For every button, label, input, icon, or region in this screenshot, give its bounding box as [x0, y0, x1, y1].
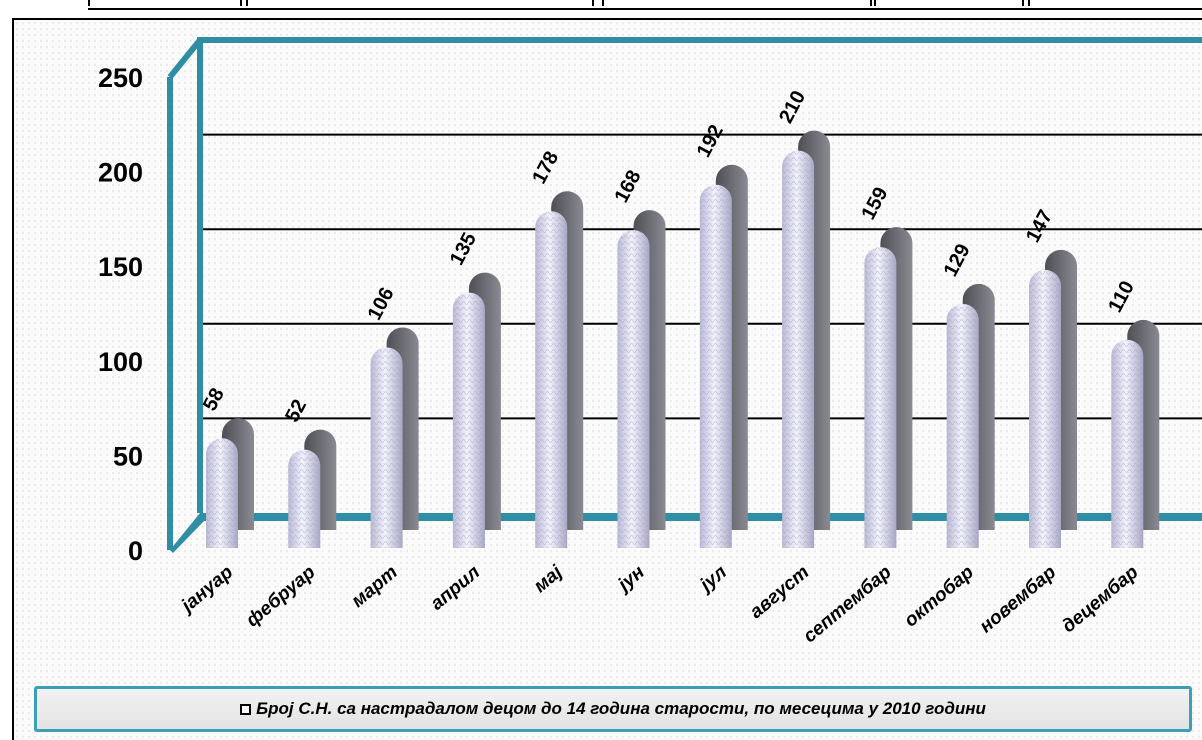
- top-table-strip: [88, 0, 1202, 10]
- legend-swatch: [240, 703, 252, 715]
- data-label-4: 178: [528, 148, 563, 188]
- bar-texture-10: [1029, 269, 1061, 548]
- x-tick-label-6: јул: [694, 562, 731, 598]
- bar-texture-7: [782, 150, 815, 548]
- x-tick-label-7: август: [746, 562, 813, 623]
- bar-texture-6: [699, 184, 732, 548]
- data-label-9: 129: [940, 240, 975, 280]
- data-label-11: 110: [1104, 277, 1139, 316]
- data-label-3: 135: [446, 229, 481, 269]
- x-tick-label-8: септембар: [799, 562, 895, 647]
- y-tick-label-50: 50: [113, 441, 143, 471]
- data-label-5: 168: [610, 167, 645, 207]
- y-tick-label-250: 250: [98, 63, 143, 93]
- bar-texture-4: [535, 211, 568, 548]
- x-tick-label-2: март: [348, 562, 402, 612]
- floor-edge: [170, 513, 1202, 553]
- data-label-0: 58: [199, 385, 229, 415]
- bar-texture-3: [452, 292, 485, 548]
- y-tick-label-100: 100: [98, 347, 143, 377]
- bar-texture-5: [617, 230, 650, 549]
- data-label-2: 106: [364, 284, 399, 324]
- data-label-10: 147: [1022, 206, 1057, 246]
- x-tick-label-5: јун: [612, 561, 649, 597]
- bar-texture-0: [206, 438, 238, 548]
- x-tick-label-3: април: [427, 562, 484, 615]
- data-label-1: 52: [281, 396, 311, 426]
- bar-texture-8: [864, 247, 897, 548]
- data-label-6: 192: [693, 121, 728, 161]
- bar-texture-11: [1111, 339, 1144, 548]
- x-tick-label-11: децембар: [1058, 562, 1142, 637]
- chart-frame: [12, 18, 1202, 740]
- legend: Број С.Н. са настрадалом децом до 14 год…: [34, 686, 1192, 732]
- x-tick-label-0: јануар: [175, 562, 237, 619]
- top-depth-edge: [167, 38, 203, 79]
- bar-texture-1: [288, 449, 321, 548]
- bar-texture-9: [946, 303, 979, 548]
- data-label-7: 210: [775, 87, 810, 127]
- legend-label: Број С.Н. са настрадалом децом до 14 год…: [256, 699, 986, 718]
- x-tick-label-1: фебруар: [242, 562, 319, 632]
- y-tick-label-150: 150: [98, 252, 143, 282]
- y-tick-label-0: 0: [128, 536, 143, 566]
- x-tick-label-9: октобар: [901, 562, 978, 632]
- bar-texture-2: [370, 347, 403, 548]
- data-label-8: 159: [857, 184, 892, 224]
- x-tick-label-4: мај: [530, 561, 567, 597]
- y-tick-label-200: 200: [98, 158, 143, 188]
- x-tick-label-10: новембар: [976, 562, 1060, 638]
